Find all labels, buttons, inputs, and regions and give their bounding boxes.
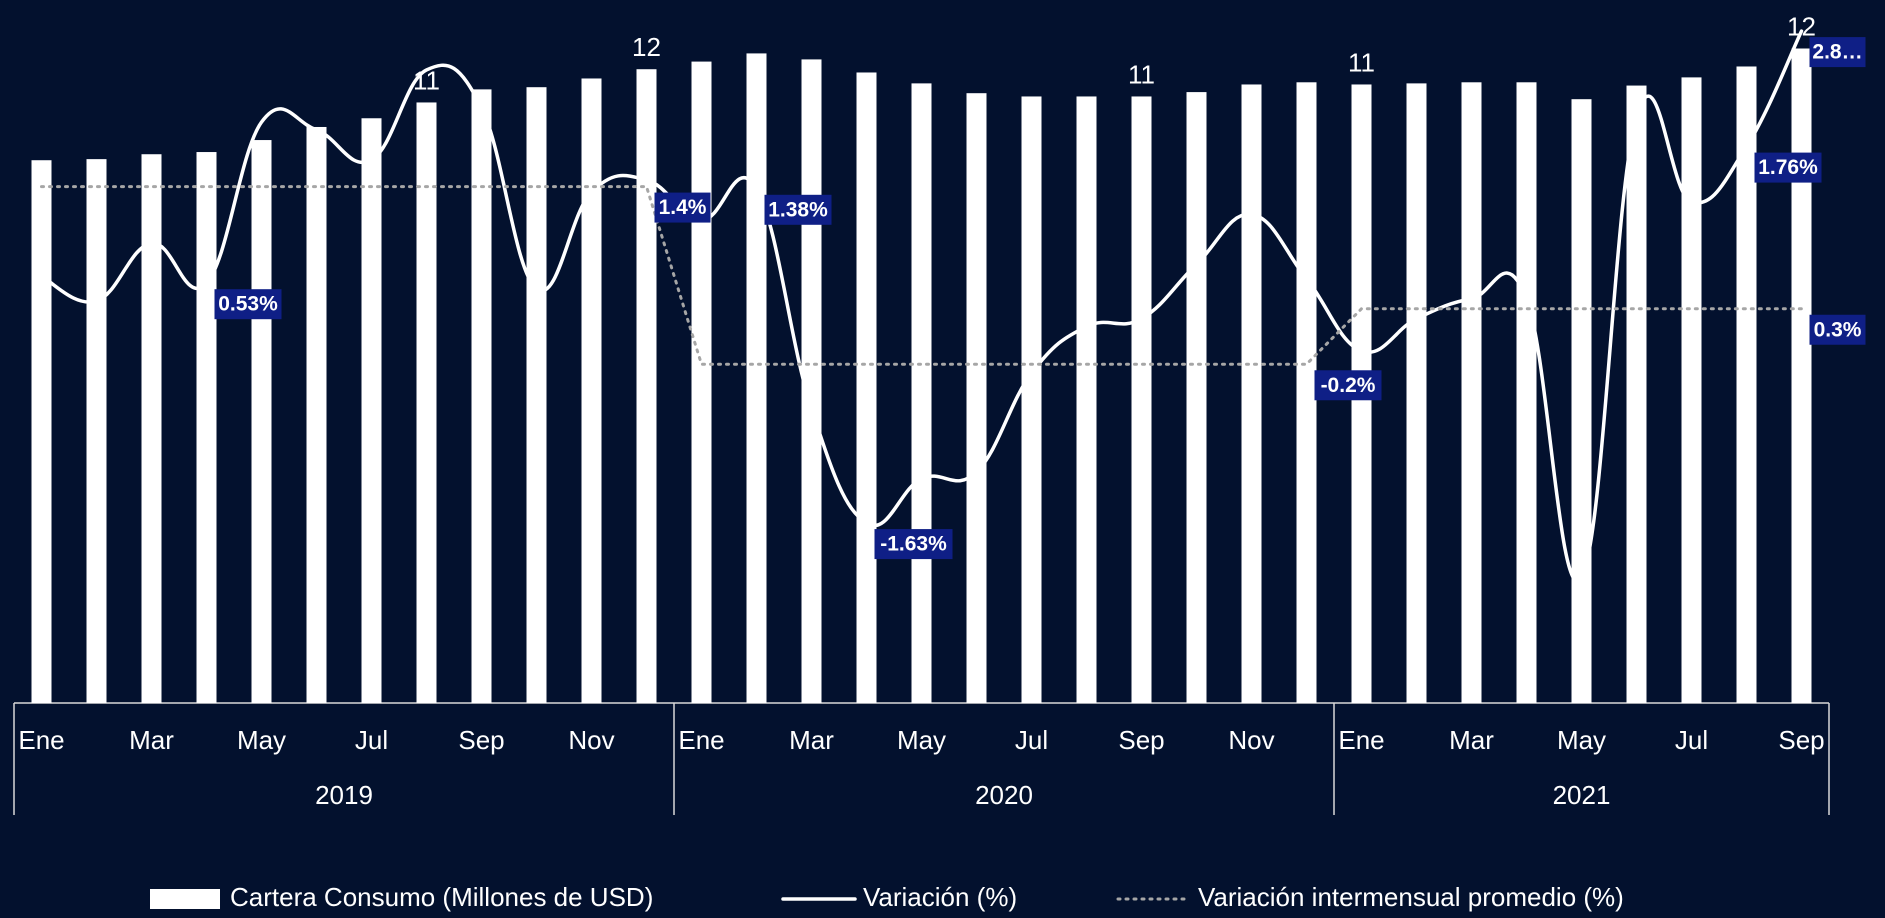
bar [1241,84,1262,703]
x-tick-label: Nov [1228,725,1274,755]
bar [141,154,162,704]
data-label-text: 0.53% [218,293,278,316]
data-label-box [764,194,832,225]
x-tick-label: Jul [1675,725,1708,755]
x-tick-label: Jul [1015,725,1048,755]
bar [1076,96,1097,704]
bar [581,78,602,703]
x-tick-label: May [1557,725,1606,755]
data-label-box [1314,370,1382,401]
x-tick-label: Nov [568,725,614,755]
x-tick-label: Ene [678,725,724,755]
x-tick-label: May [897,725,946,755]
data-label: 1.38% [764,194,832,225]
bar [856,72,877,703]
x-tick-label: Sep [1778,725,1824,755]
bar [1736,66,1757,703]
data-label-box [1754,152,1822,183]
data-label-text: 1.4% [659,196,707,219]
bar [1406,83,1427,703]
data-label-text: 0.3% [1814,318,1862,341]
data-label: 0.3% [1809,314,1866,345]
bar [416,102,437,704]
bar [1131,96,1152,704]
data-label: -1.63% [874,529,953,560]
legend-swatch [150,889,220,909]
data-label-text: -0.2% [1321,374,1376,397]
bar [911,83,932,703]
bar [306,126,327,704]
bar-value-label: 11 [1348,47,1375,77]
data-label-text: 1.76% [1758,156,1818,179]
bar-value-label: 11 [1128,59,1155,89]
average-line [40,185,1803,366]
legend-label: Variación intermensual promedio (%) [1198,882,1624,912]
data-label: 1.4% [654,192,711,223]
data-label-text: 1.38% [768,198,828,221]
bar [746,53,767,704]
data-label: 1.76% [1754,152,1822,183]
bar [471,89,492,703]
variation-line [39,29,1804,583]
legend-label: Variación (%) [863,882,1017,912]
bar [1296,82,1317,704]
data-label-box [1809,314,1866,345]
x-group-label: 2020 [975,780,1033,810]
bar [1021,96,1042,704]
x-group-label: 2019 [315,780,373,810]
x-tick-label: Sep [1118,725,1164,755]
data-label-text: -1.63% [880,533,947,556]
bar [251,140,272,703]
x-tick-label: Mar [1449,725,1494,755]
bar [31,160,52,703]
bar [1571,99,1592,704]
bar [526,87,547,704]
data-label-box [1809,37,1866,68]
data-label: -0.2% [1314,370,1382,401]
legend-label: Cartera Consumo (Millones de USD) [230,882,653,912]
bar [691,61,712,703]
x-tick-label: Mar [129,725,174,755]
bar-value-label: 12 [632,32,661,62]
data-label-box [654,192,711,223]
bar [1186,92,1207,703]
data-label-box [214,289,282,320]
bar [1626,85,1647,704]
bar [1516,82,1537,704]
bar [1461,82,1482,704]
data-label-box [874,529,953,560]
bar-value-label: 11 [413,65,440,95]
bar [966,93,987,704]
bar [196,152,217,703]
x-tick-label: Ene [18,725,64,755]
data-label-text: 2.8… [1812,41,1862,64]
data-label: 2.8… [1809,37,1866,68]
data-label: 0.53% [214,289,282,320]
bar [1681,77,1702,703]
x-tick-label: Sep [458,725,504,755]
x-tick-label: Jul [355,725,388,755]
x-tick-label: Mar [789,725,834,755]
bar [361,118,382,703]
bar [636,69,657,703]
bar [86,159,107,704]
x-group-label: 2021 [1553,780,1611,810]
x-tick-label: May [237,725,286,755]
x-tick-label: Ene [1338,725,1384,755]
bar-value-label: 12 [1787,11,1816,41]
bar [1791,48,1812,704]
